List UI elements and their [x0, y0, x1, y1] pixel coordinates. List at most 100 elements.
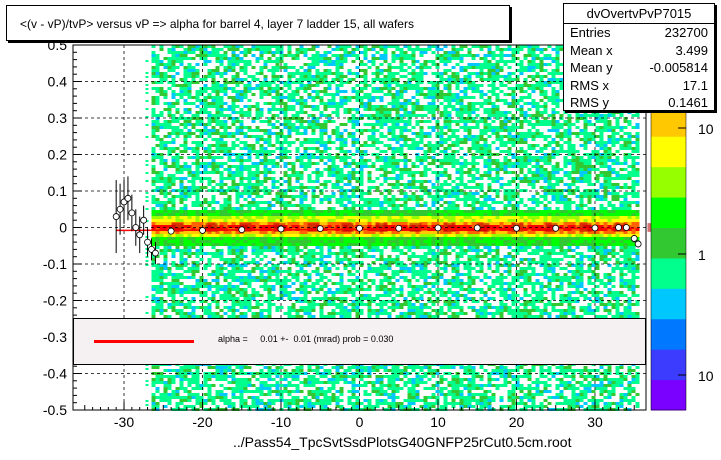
density-cell — [323, 90, 328, 93]
density-cell — [323, 210, 328, 213]
density-cell — [231, 243, 236, 246]
density-cell — [251, 219, 256, 222]
density-cell — [375, 69, 380, 72]
density-cell — [383, 159, 388, 162]
density-cell — [175, 369, 180, 372]
density-cell — [383, 198, 388, 201]
density-cell — [171, 183, 176, 186]
density-cell — [303, 294, 308, 297]
density-cell — [259, 246, 264, 249]
density-cell — [379, 156, 384, 159]
density-cell — [299, 234, 304, 237]
density-cell — [287, 87, 292, 90]
density-cell — [203, 45, 208, 48]
density-cell — [303, 102, 308, 105]
density-cell — [323, 108, 328, 111]
density-cell — [319, 288, 324, 291]
density-cell — [283, 201, 288, 204]
density-cell — [151, 315, 156, 318]
density-cell — [171, 396, 176, 399]
density-cell — [223, 399, 228, 402]
density-cell — [183, 237, 188, 240]
density-cell — [351, 375, 356, 378]
density-cell — [327, 243, 332, 246]
density-cell — [231, 102, 236, 105]
density-cell — [231, 390, 236, 393]
density-cell — [171, 174, 176, 177]
density-cell — [211, 399, 216, 402]
density-cell — [367, 192, 372, 195]
density-cell — [231, 183, 236, 186]
density-cell — [151, 366, 156, 369]
density-cell — [239, 264, 244, 267]
density-cell — [191, 66, 196, 69]
density-cell — [171, 198, 176, 201]
density-cell — [367, 144, 372, 147]
density-cell — [195, 396, 200, 399]
density-cell — [275, 216, 280, 219]
density-cell — [319, 399, 324, 402]
density-cell — [383, 180, 388, 183]
density-cell — [171, 102, 176, 105]
density-cell — [215, 141, 220, 144]
density-cell — [379, 294, 384, 297]
density-cell — [271, 249, 276, 252]
density-cell — [243, 48, 248, 51]
density-cell — [267, 219, 272, 222]
density-cell — [223, 129, 228, 132]
density-cell — [263, 315, 268, 318]
density-cell — [367, 60, 372, 63]
density-cell — [235, 96, 240, 99]
density-cell — [219, 75, 224, 78]
density-cell — [263, 387, 268, 390]
density-cell — [235, 93, 240, 96]
density-cell — [251, 276, 256, 279]
density-cell — [251, 294, 256, 297]
density-cell — [271, 90, 276, 93]
density-cell — [243, 402, 248, 405]
density-cell — [327, 219, 332, 222]
density-cell — [159, 303, 164, 306]
density-cell — [235, 291, 240, 294]
density-cell — [171, 93, 176, 96]
density-cell — [347, 288, 352, 291]
density-cell — [195, 366, 200, 369]
density-cell — [235, 57, 240, 60]
density-cell — [295, 315, 300, 318]
density-cell — [331, 54, 336, 57]
density-cell — [151, 51, 156, 54]
density-cell — [359, 159, 364, 162]
density-cell — [375, 177, 380, 180]
density-cell — [231, 120, 236, 123]
density-cell — [323, 303, 328, 306]
density-cell — [171, 207, 176, 210]
density-cell — [343, 156, 348, 159]
density-cell — [215, 300, 220, 303]
density-cell — [151, 132, 156, 135]
density-cell — [171, 378, 176, 381]
density-cell — [299, 381, 304, 384]
density-cell — [151, 231, 156, 234]
density-cell — [383, 402, 388, 405]
density-cell — [191, 216, 196, 219]
density-cell — [343, 297, 348, 300]
density-cell — [151, 87, 156, 90]
density-cell — [307, 261, 312, 264]
density-cell — [175, 288, 180, 291]
density-cell — [215, 273, 220, 276]
density-cell — [359, 237, 364, 240]
density-cell — [279, 393, 284, 396]
density-cell — [267, 177, 272, 180]
density-cell — [383, 267, 388, 270]
density-cell — [387, 222, 392, 225]
density-cell — [299, 255, 304, 258]
density-cell — [223, 183, 228, 186]
density-cell — [327, 300, 332, 303]
density-cell — [231, 315, 236, 318]
density-cell — [203, 399, 208, 402]
density-cell — [383, 240, 388, 243]
density-cell — [167, 186, 172, 189]
density-cell — [239, 207, 244, 210]
density-cell — [211, 114, 216, 117]
density-cell — [387, 261, 392, 264]
